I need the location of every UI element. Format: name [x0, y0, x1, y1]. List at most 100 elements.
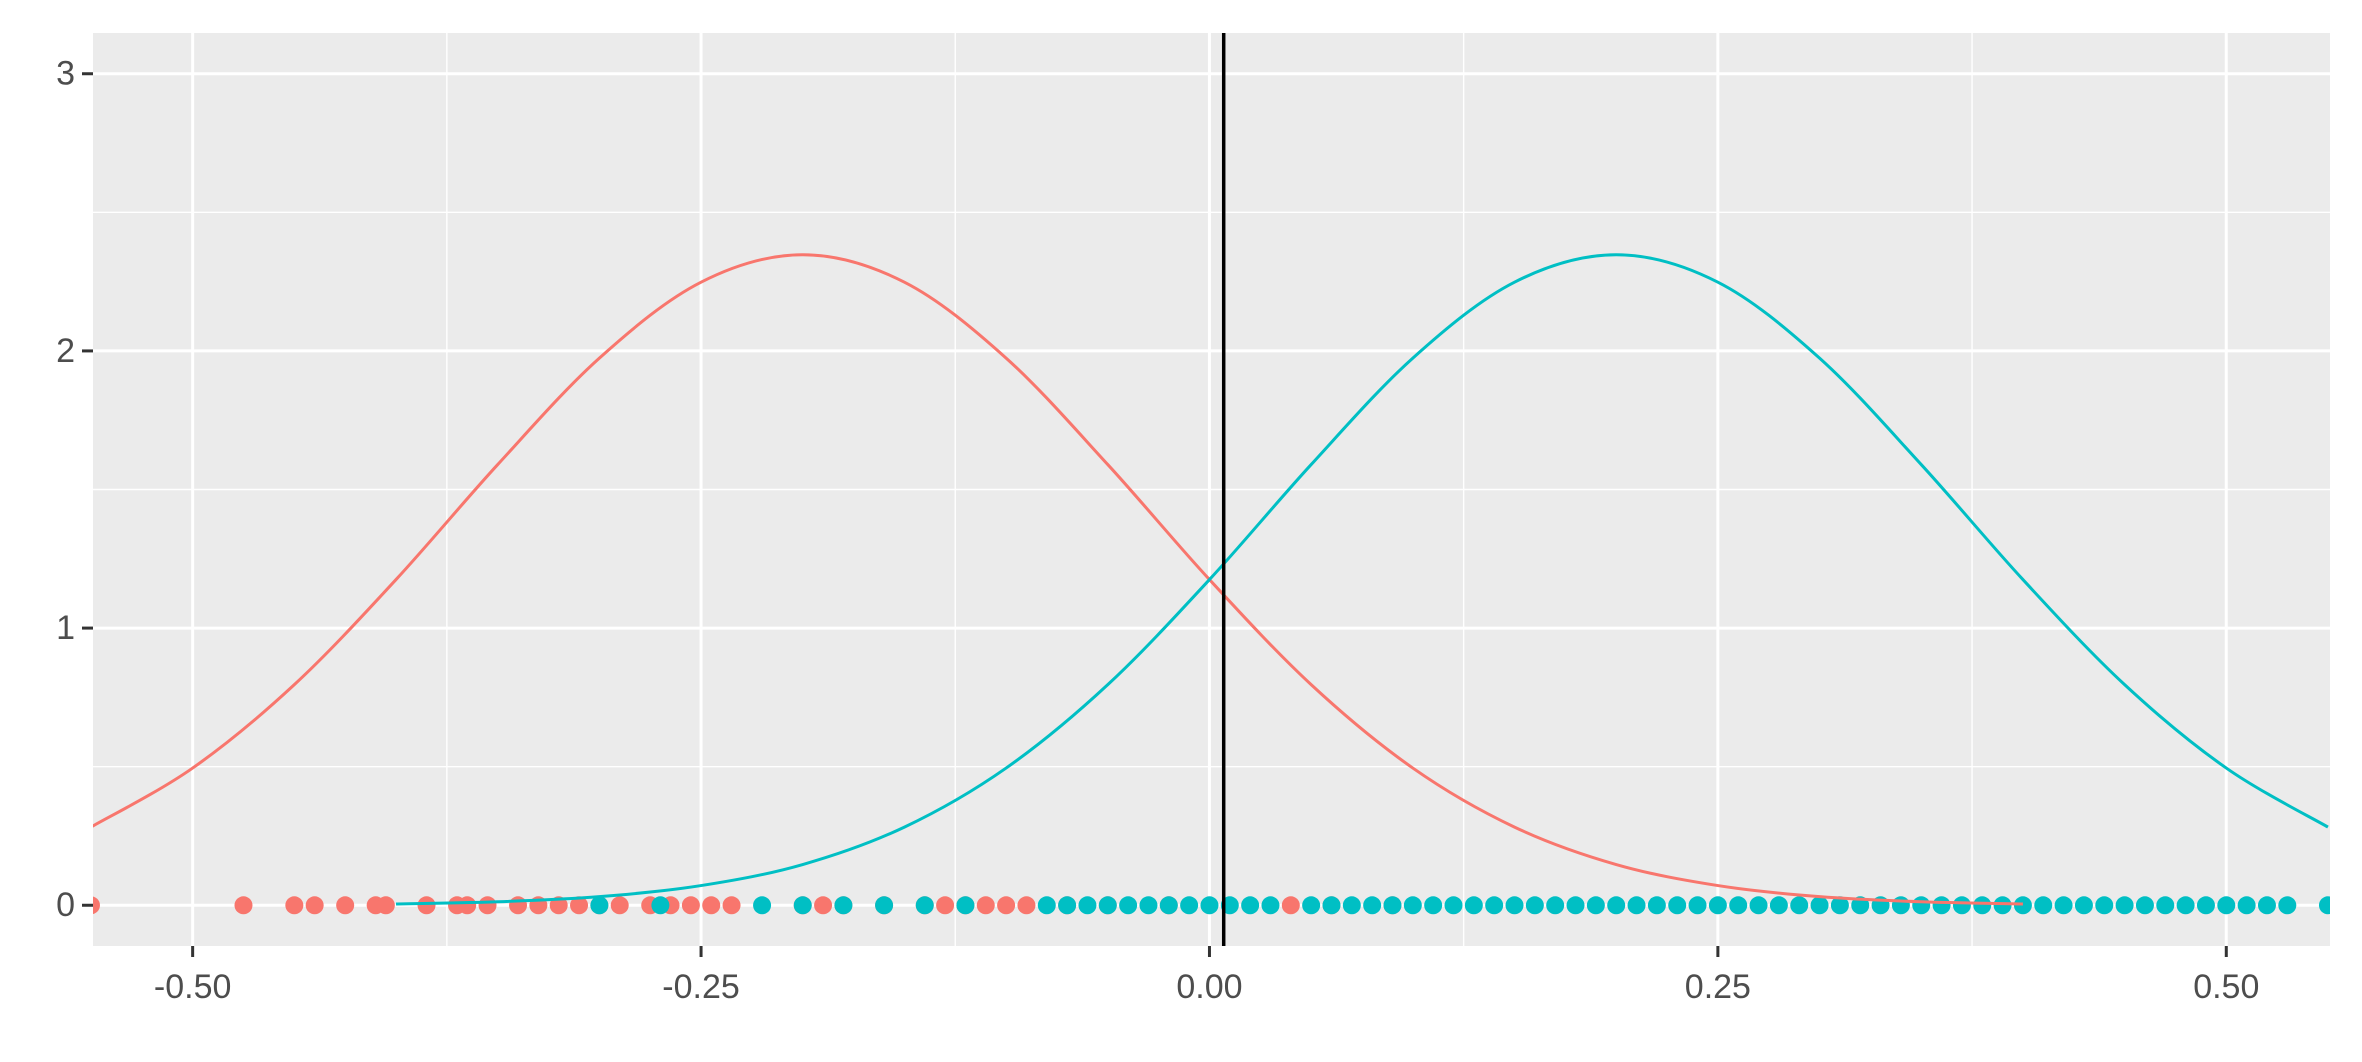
- point: [1037, 896, 1056, 915]
- point: [1708, 896, 1727, 915]
- point: [976, 896, 995, 915]
- point: [2318, 896, 2330, 915]
- y-tick-label: 2: [56, 332, 75, 370]
- point: [2278, 896, 2297, 915]
- point: [1688, 896, 1707, 915]
- point: [2257, 896, 2276, 915]
- point: [478, 896, 497, 915]
- point: [305, 896, 324, 915]
- point: [651, 896, 670, 915]
- point: [1952, 896, 1971, 915]
- x-tick-label: 0.00: [1176, 968, 1242, 1006]
- point: [417, 896, 436, 915]
- point: [570, 896, 589, 915]
- point: [1830, 896, 1849, 915]
- point: [915, 896, 934, 915]
- point: [1546, 896, 1565, 915]
- point: [1383, 896, 1402, 915]
- point: [1749, 896, 1768, 915]
- density-line: [93, 253, 2023, 906]
- point: [376, 896, 395, 915]
- point: [1566, 896, 1585, 915]
- point: [875, 896, 894, 915]
- point: [1322, 896, 1341, 915]
- point: [336, 896, 355, 915]
- y-tick-label: 1: [56, 609, 75, 647]
- point: [1607, 896, 1626, 915]
- point: [834, 896, 853, 915]
- point: [1993, 896, 2012, 915]
- point: [2034, 896, 2053, 915]
- point: [1668, 896, 1687, 915]
- point: [610, 896, 629, 915]
- point: [2217, 896, 2236, 915]
- point: [1973, 896, 1992, 915]
- point: [2156, 896, 2175, 915]
- point: [1363, 896, 1382, 915]
- point: [1810, 896, 1829, 915]
- point: [753, 896, 772, 915]
- point: [2054, 896, 2073, 915]
- density-line: [395, 253, 2329, 906]
- point: [1119, 896, 1138, 915]
- point: [1464, 896, 1483, 915]
- point: [1281, 896, 1300, 915]
- point: [1098, 896, 1117, 915]
- point: [458, 896, 477, 915]
- point: [1729, 896, 1748, 915]
- point: [93, 896, 100, 915]
- point: [2135, 896, 2154, 915]
- point: [1586, 896, 1605, 915]
- point: [1200, 896, 1219, 915]
- point: [1932, 896, 1951, 915]
- point: [681, 896, 700, 915]
- point: [997, 896, 1016, 915]
- point: [2176, 896, 2195, 915]
- y-tick-label: 0: [56, 886, 75, 924]
- point: [1403, 896, 1422, 915]
- y-tick-label: 3: [56, 55, 75, 93]
- point: [2013, 896, 2032, 915]
- point: [2095, 896, 2114, 915]
- point: [1790, 896, 1809, 915]
- x-tick-label: 0.50: [2193, 968, 2259, 1006]
- x-tick-label: -0.50: [154, 968, 232, 1006]
- x-tick-label: 0.25: [1685, 968, 1751, 1006]
- point: [285, 896, 304, 915]
- point: [1261, 896, 1280, 915]
- point: [1424, 896, 1443, 915]
- point: [1912, 896, 1931, 915]
- point: [1485, 896, 1504, 915]
- point: [2074, 896, 2093, 915]
- x-tick-label: -0.25: [662, 968, 740, 1006]
- point: [702, 896, 721, 915]
- point: [1891, 896, 1910, 915]
- point: [793, 896, 812, 915]
- point: [1525, 896, 1544, 915]
- point: [1241, 896, 1260, 915]
- point: [2115, 896, 2134, 915]
- point: [1302, 896, 1321, 915]
- point: [1647, 896, 1666, 915]
- point: [1058, 896, 1077, 915]
- point: [1444, 896, 1463, 915]
- point: [956, 896, 975, 915]
- point: [1078, 896, 1097, 915]
- point: [590, 896, 609, 915]
- point: [722, 896, 741, 915]
- point: [1627, 896, 1646, 915]
- point: [234, 896, 253, 915]
- point: [814, 896, 833, 915]
- point: [1159, 896, 1178, 915]
- point: [509, 896, 528, 915]
- point: [1139, 896, 1158, 915]
- point: [1769, 896, 1788, 915]
- point: [1180, 896, 1199, 915]
- point: [2196, 896, 2215, 915]
- point: [1505, 896, 1524, 915]
- point: [936, 896, 955, 915]
- point: [1017, 896, 1036, 915]
- point: [2237, 896, 2256, 915]
